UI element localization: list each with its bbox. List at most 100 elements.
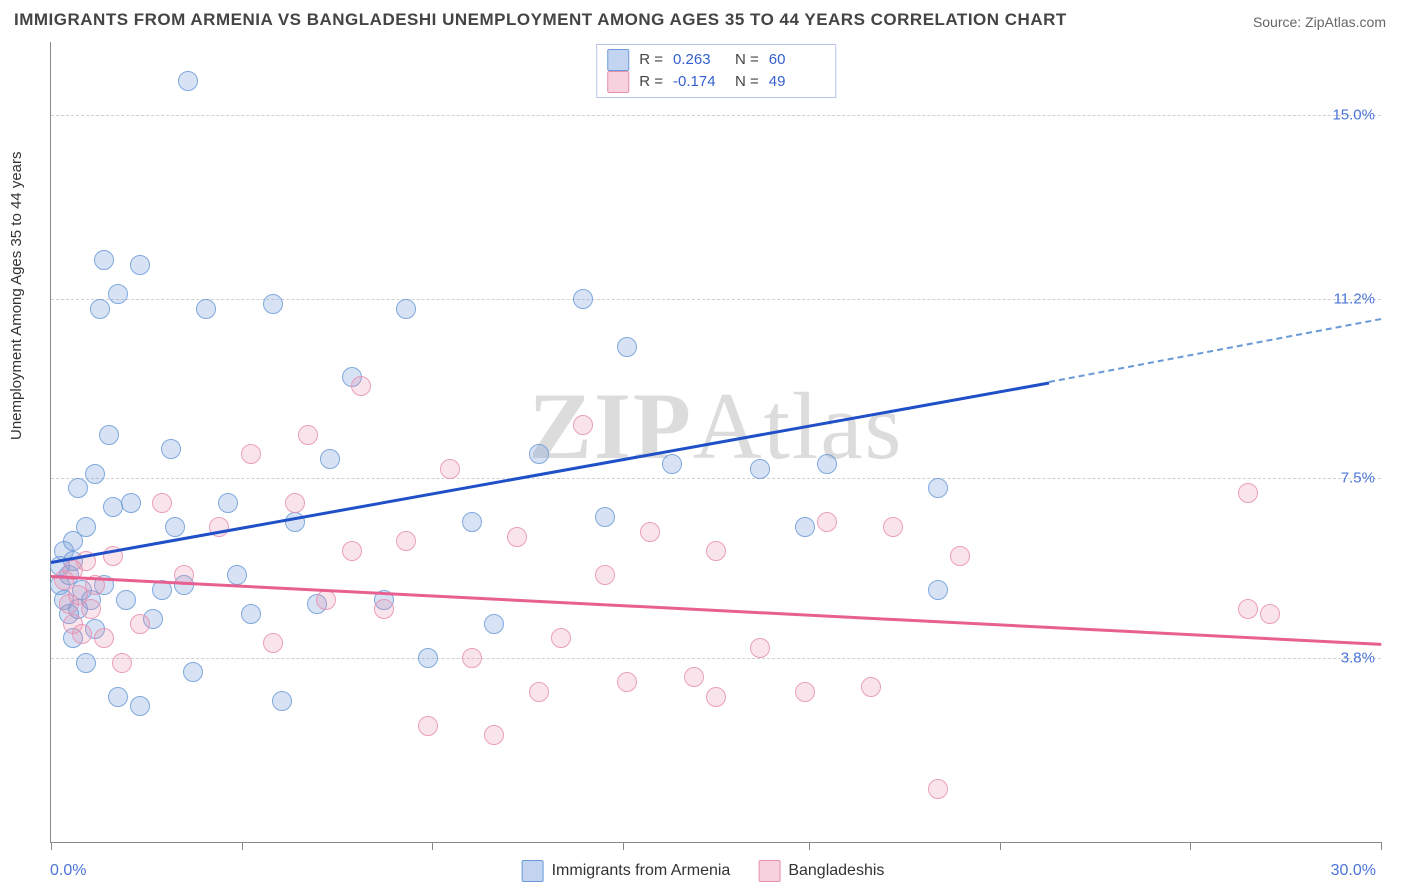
legend-series-label: Bangladeshis bbox=[788, 862, 884, 880]
data-point bbox=[418, 716, 438, 736]
y-tick-label: 3.8% bbox=[1341, 649, 1383, 666]
data-point bbox=[396, 531, 416, 551]
data-point bbox=[108, 284, 128, 304]
legend-swatch-icon bbox=[607, 49, 629, 71]
data-point bbox=[112, 653, 132, 673]
legend-n-value: 60 bbox=[769, 49, 821, 71]
legend-n-value: 49 bbox=[769, 71, 821, 93]
y-tick-label: 7.5% bbox=[1341, 470, 1383, 487]
data-point bbox=[94, 628, 114, 648]
data-point bbox=[617, 672, 637, 692]
data-point bbox=[795, 517, 815, 537]
data-point bbox=[617, 337, 637, 357]
data-point bbox=[90, 299, 110, 319]
data-point bbox=[529, 682, 549, 702]
data-point bbox=[316, 590, 336, 610]
data-point bbox=[684, 667, 704, 687]
data-point bbox=[462, 648, 482, 668]
data-point bbox=[551, 628, 571, 648]
data-point bbox=[218, 493, 238, 513]
data-point bbox=[85, 464, 105, 484]
data-point bbox=[750, 638, 770, 658]
series-legend: Immigrants from Armenia Bangladeshis bbox=[522, 860, 885, 882]
data-point bbox=[1260, 604, 1280, 624]
correlation-legend: R =0.263N =60R =-0.174N =49 bbox=[596, 44, 836, 98]
data-point bbox=[298, 425, 318, 445]
gridline bbox=[51, 478, 1381, 479]
legend-n-label: N = bbox=[735, 71, 759, 93]
data-point bbox=[241, 604, 261, 624]
data-point bbox=[342, 541, 362, 561]
data-point bbox=[861, 677, 881, 697]
data-point bbox=[440, 459, 460, 479]
legend-item: Bangladeshis bbox=[758, 860, 884, 882]
x-tick bbox=[1190, 842, 1191, 850]
x-axis-max-label: 30.0% bbox=[1331, 862, 1376, 880]
data-point bbox=[640, 522, 660, 542]
data-point bbox=[817, 454, 837, 474]
data-point bbox=[196, 299, 216, 319]
data-point bbox=[595, 565, 615, 585]
data-point bbox=[1238, 599, 1258, 619]
data-point bbox=[161, 439, 181, 459]
data-point bbox=[108, 687, 128, 707]
data-point bbox=[396, 299, 416, 319]
data-point bbox=[374, 599, 394, 619]
data-point bbox=[573, 289, 593, 309]
data-point bbox=[507, 527, 527, 547]
data-point bbox=[529, 444, 549, 464]
gridline bbox=[51, 299, 1381, 300]
data-point bbox=[116, 590, 136, 610]
data-point bbox=[1238, 483, 1258, 503]
data-point bbox=[165, 517, 185, 537]
legend-series-label: Immigrants from Armenia bbox=[552, 862, 731, 880]
legend-swatch-icon bbox=[758, 860, 780, 882]
data-point bbox=[263, 633, 283, 653]
data-point bbox=[76, 517, 96, 537]
data-point bbox=[573, 415, 593, 435]
data-point bbox=[795, 682, 815, 702]
data-point bbox=[76, 653, 96, 673]
legend-row: R =-0.174N =49 bbox=[607, 71, 821, 93]
legend-swatch-icon bbox=[522, 860, 544, 882]
legend-r-value: 0.263 bbox=[673, 49, 725, 71]
data-point bbox=[817, 512, 837, 532]
data-point bbox=[950, 546, 970, 566]
legend-n-label: N = bbox=[735, 49, 759, 71]
data-point bbox=[928, 580, 948, 600]
data-point bbox=[662, 454, 682, 474]
data-point bbox=[99, 425, 119, 445]
data-point bbox=[595, 507, 615, 527]
chart-title: IMMIGRANTS FROM ARMENIA VS BANGLADESHI U… bbox=[14, 10, 1067, 30]
x-tick bbox=[623, 842, 624, 850]
y-tick-label: 11.2% bbox=[1334, 290, 1383, 307]
x-tick bbox=[809, 842, 810, 850]
data-point bbox=[706, 687, 726, 707]
legend-row: R =0.263N =60 bbox=[607, 49, 821, 71]
data-point bbox=[351, 376, 371, 396]
data-point bbox=[227, 565, 247, 585]
gridline bbox=[51, 658, 1381, 659]
data-point bbox=[750, 459, 770, 479]
data-point bbox=[883, 517, 903, 537]
x-tick bbox=[1000, 842, 1001, 850]
data-point bbox=[72, 624, 92, 644]
legend-swatch-icon bbox=[607, 71, 629, 93]
x-tick bbox=[432, 842, 433, 850]
data-point bbox=[928, 478, 948, 498]
trend-line bbox=[51, 381, 1049, 563]
x-tick bbox=[242, 842, 243, 850]
data-point bbox=[241, 444, 261, 464]
scatter-plot-area: ZIPAtlas R =0.263N =60R =-0.174N =49 3.8… bbox=[50, 42, 1381, 843]
data-point bbox=[484, 725, 504, 745]
data-point bbox=[706, 541, 726, 561]
data-point bbox=[178, 71, 198, 91]
y-axis-label: Unemployment Among Ages 35 to 44 years bbox=[8, 151, 25, 440]
data-point bbox=[121, 493, 141, 513]
data-point bbox=[462, 512, 482, 532]
data-point bbox=[272, 691, 292, 711]
legend-r-value: -0.174 bbox=[673, 71, 725, 93]
data-point bbox=[68, 478, 88, 498]
x-tick bbox=[51, 842, 52, 850]
data-point bbox=[130, 614, 150, 634]
